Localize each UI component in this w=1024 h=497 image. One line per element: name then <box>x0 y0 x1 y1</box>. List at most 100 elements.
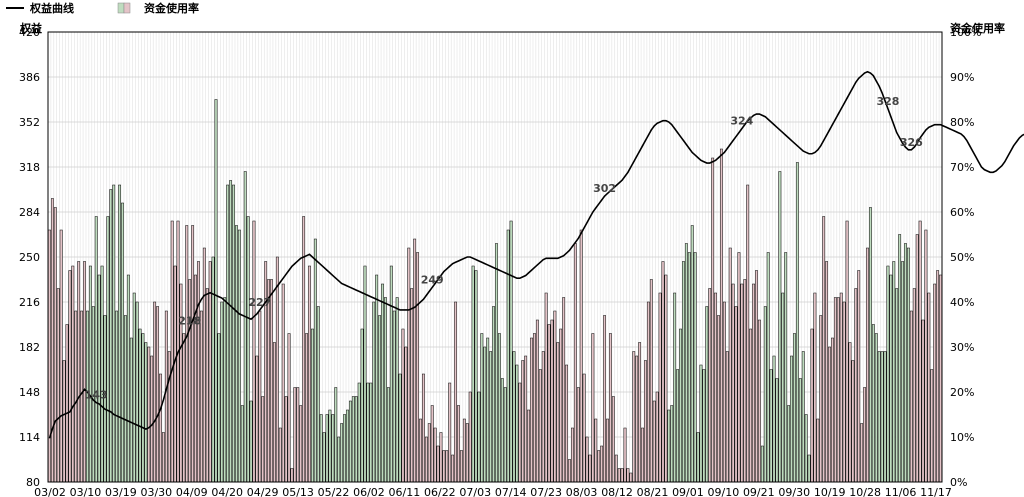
usage-bar-loss <box>115 310 119 483</box>
usage-bar-gain <box>755 270 758 483</box>
usage-bar-loss <box>474 270 478 483</box>
usage-bar-loss <box>784 252 788 483</box>
usage-bar-loss <box>696 432 700 483</box>
usage-bar-loss <box>798 378 802 483</box>
usage-bar-gain <box>550 319 554 483</box>
x-tick-label: 03/02 <box>34 486 66 497</box>
usage-bar-gain <box>708 288 712 483</box>
usage-bar-gain <box>860 423 864 483</box>
usage-bar-loss <box>699 364 703 483</box>
usage-bar-loss <box>763 306 767 483</box>
usage-bar-loss <box>477 391 481 483</box>
x-tick-label: 08/03 <box>566 486 598 497</box>
usage-bar-loss <box>351 396 355 483</box>
left-tick-label: 284 <box>19 206 40 219</box>
usage-bar-gain <box>927 292 931 483</box>
x-tick-label: 03/30 <box>140 486 172 497</box>
usage-bar-gain <box>813 292 817 483</box>
usage-bar-gain <box>299 405 303 483</box>
usage-bar-loss <box>243 171 247 483</box>
usage-bar-gain <box>810 328 814 483</box>
usage-bar-gain <box>573 243 577 483</box>
usage-bar-gain <box>866 247 869 483</box>
usage-bar-gain <box>614 454 618 483</box>
usage-bar-gain <box>629 472 633 483</box>
usage-bar-loss <box>801 351 805 483</box>
usage-bar-gain <box>439 432 443 483</box>
usage-bar-loss <box>386 387 390 483</box>
usage-bar-loss <box>679 328 682 483</box>
usage-bar-gain <box>576 387 580 483</box>
right-tick-label: 30% <box>950 341 974 354</box>
usage-bar-gain <box>459 450 463 483</box>
usage-bar-loss <box>343 414 346 483</box>
usage-bar-loss <box>392 310 396 483</box>
usage-bar-gain <box>854 288 858 483</box>
usage-bar-gain <box>597 450 601 483</box>
usage-bar-loss <box>316 306 320 483</box>
left-tick-label: 114 <box>19 431 40 444</box>
usage-bar-gain <box>457 405 460 483</box>
usage-bar-gain <box>59 229 63 483</box>
usage-bar-gain <box>752 283 755 483</box>
usage-bar-loss <box>141 333 145 483</box>
usage-bar-gain <box>608 333 612 483</box>
usage-bar-gain <box>71 265 75 483</box>
usage-bar-gain <box>284 396 288 483</box>
equity-annotation: 227 <box>248 296 271 309</box>
usage-bar-gain <box>939 274 942 483</box>
usage-bar-gain <box>153 301 157 483</box>
x-tick-label: 08/12 <box>601 486 633 497</box>
usage-bar-gain <box>839 292 843 483</box>
usage-bar-loss <box>232 184 235 483</box>
usage-bar-loss <box>775 378 779 483</box>
usage-bar-loss <box>781 292 785 483</box>
x-tick-label: 08/21 <box>637 486 669 497</box>
usage-bar-gain <box>535 319 539 483</box>
usage-bar-gain <box>527 409 531 483</box>
usage-bar-gain <box>80 310 84 483</box>
usage-bar-loss <box>378 315 382 483</box>
usage-bar-gain <box>743 279 747 483</box>
usage-bar-gain <box>717 315 720 483</box>
usage-bar-gain <box>533 333 536 483</box>
usage-bar-gain <box>620 468 624 483</box>
usage-bar-gain <box>422 373 425 483</box>
usage-bar-loss <box>486 337 490 483</box>
usage-bar-loss <box>705 306 709 483</box>
usage-bar-loss <box>214 99 218 483</box>
usage-bar-gain <box>544 292 548 483</box>
x-tick-label: 04/20 <box>211 486 243 497</box>
usage-bar-gain <box>626 468 630 483</box>
usage-bar-gain <box>191 225 195 483</box>
x-tick-label: 07/23 <box>530 486 562 497</box>
usage-bar-loss <box>109 189 113 483</box>
usage-bar-loss <box>229 180 233 483</box>
usage-bar-loss <box>895 288 899 483</box>
usage-bar-gain <box>197 261 200 483</box>
usage-bar-loss <box>135 301 139 483</box>
usage-bar-gain <box>711 157 715 483</box>
usage-bar-loss <box>480 333 484 483</box>
usage-bar-gain <box>734 306 738 483</box>
legend: 权益曲线 资金使用率 <box>6 1 199 15</box>
usage-bar-loss <box>760 445 764 483</box>
usage-bar-loss <box>687 252 691 483</box>
usage-bar-loss <box>211 256 215 483</box>
x-tick-label: 09/30 <box>778 486 810 497</box>
x-tick-label: 09/21 <box>743 486 775 497</box>
x-tick-label: 06/02 <box>353 486 385 497</box>
usage-bar-gain <box>661 261 665 483</box>
equity-annotation: 143 <box>85 389 108 402</box>
usage-bar-gain <box>267 279 270 483</box>
usage-bar-gain <box>722 301 726 483</box>
usage-bar-loss <box>395 297 399 483</box>
usage-bar-loss <box>106 216 110 483</box>
usage-bar-loss <box>363 265 367 483</box>
left-axis-title: 权益 <box>19 21 42 35</box>
usage-bar-gain <box>182 333 186 483</box>
usage-bar-gain <box>638 342 642 483</box>
usage-bar-loss <box>226 184 230 483</box>
usage-bar-gain <box>199 310 203 483</box>
usage-bar-gain <box>641 427 644 483</box>
